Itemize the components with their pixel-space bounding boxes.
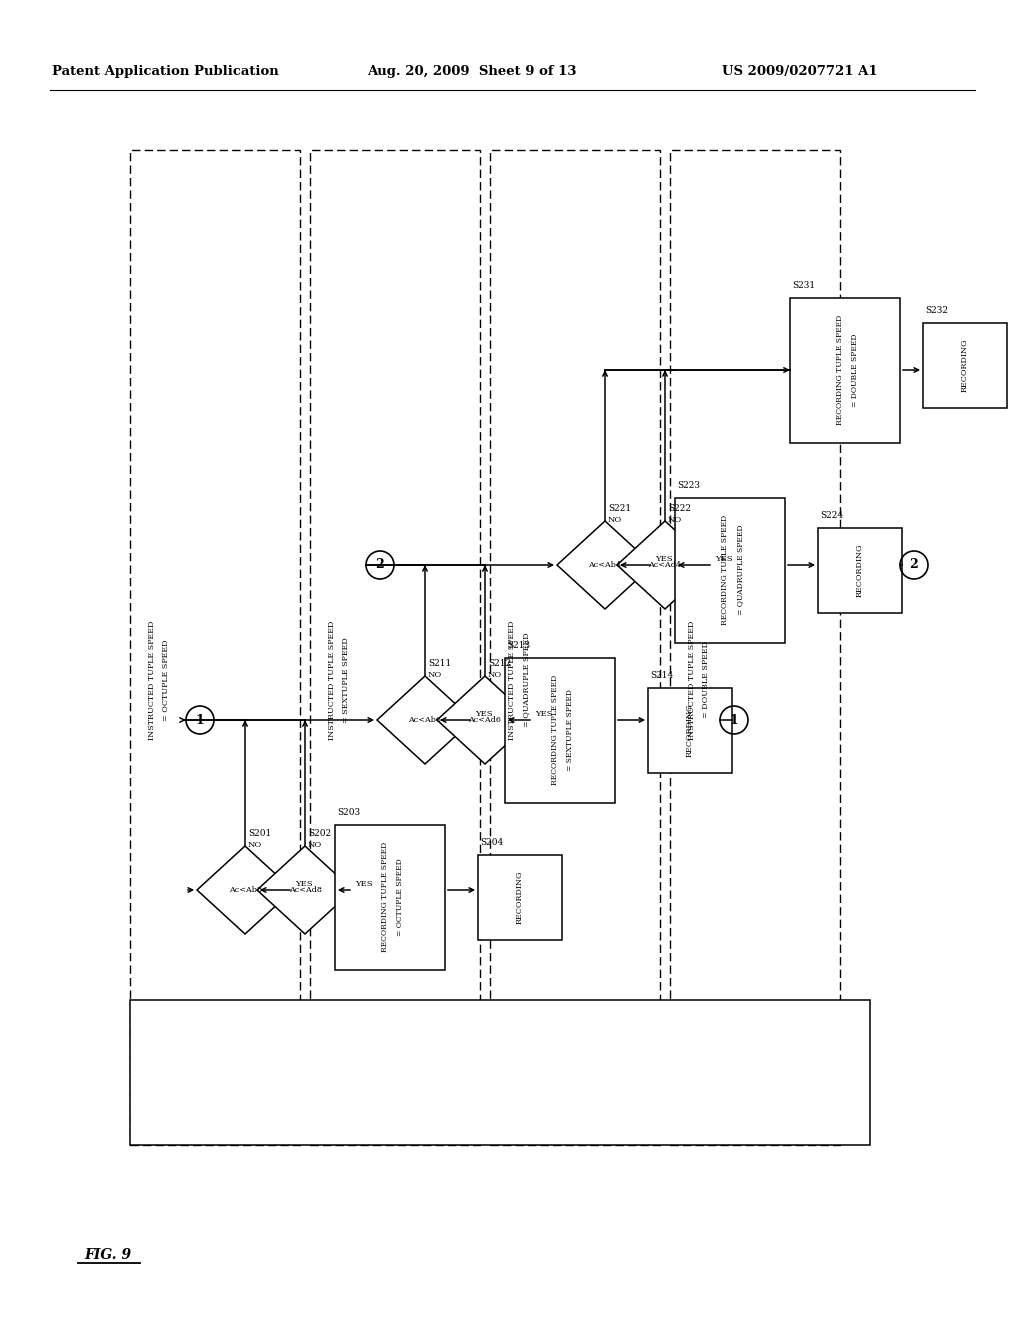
Text: = OCTUPLE SPEED: = OCTUPLE SPEED — [396, 858, 404, 936]
Text: S223: S223 — [677, 480, 700, 490]
Text: YES: YES — [295, 880, 312, 888]
Text: S212: S212 — [488, 659, 511, 668]
Text: RECORDING: RECORDING — [856, 544, 864, 597]
Text: INSTRUCTED TUPLE SPEED: INSTRUCTED TUPLE SPEED — [328, 620, 336, 739]
Text: Patent Application Publication: Patent Application Publication — [51, 66, 279, 78]
Text: RECORDING TUPLE SPEED: RECORDING TUPLE SPEED — [551, 675, 559, 785]
Text: = OCTUPLE SPEED: = OCTUPLE SPEED — [162, 639, 170, 721]
Text: S201: S201 — [248, 829, 271, 838]
Text: = QUADRUPLE SPEED: = QUADRUPLE SPEED — [736, 525, 744, 615]
Polygon shape — [617, 521, 713, 609]
Bar — [335, 825, 445, 970]
Polygon shape — [437, 676, 534, 764]
Polygon shape — [557, 521, 653, 609]
Text: S232: S232 — [925, 306, 948, 315]
Text: RECORDING TUPLE SPEED: RECORDING TUPLE SPEED — [721, 515, 729, 626]
Text: YES: YES — [655, 554, 673, 564]
Bar — [648, 688, 732, 774]
Polygon shape — [197, 846, 293, 935]
Text: S224: S224 — [820, 511, 843, 520]
Text: RECORDING: RECORDING — [961, 338, 969, 392]
Text: FIG. 9: FIG. 9 — [84, 1247, 131, 1262]
Bar — [818, 528, 902, 612]
Text: INSTRUCTED TUPLE SPEED: INSTRUCTED TUPLE SPEED — [508, 620, 516, 739]
Text: 2: 2 — [376, 558, 384, 572]
Text: 2: 2 — [909, 558, 919, 572]
Text: INSTRUCTED TUPLE SPEED: INSTRUCTED TUPLE SPEED — [688, 620, 696, 739]
Polygon shape — [377, 676, 473, 764]
Bar — [490, 150, 660, 1144]
Text: RECORDING TUPLE SPEED: RECORDING TUPLE SPEED — [836, 315, 844, 425]
Bar — [923, 323, 1007, 408]
Text: YES: YES — [535, 710, 553, 718]
Bar — [478, 855, 562, 940]
Bar — [130, 1001, 870, 1144]
Text: Ac<Ad8: Ac<Ad8 — [289, 886, 322, 894]
Text: = DOUBLE SPEED: = DOUBLE SPEED — [851, 333, 859, 407]
Text: 1: 1 — [196, 714, 205, 726]
Text: S203: S203 — [337, 808, 360, 817]
Text: = SEXTUPLE SPEED: = SEXTUPLE SPEED — [342, 638, 350, 723]
Text: YES: YES — [475, 710, 493, 718]
Text: S202: S202 — [308, 829, 331, 838]
Text: Ac<Ad6: Ac<Ad6 — [469, 715, 502, 723]
Text: S221: S221 — [608, 504, 631, 513]
Bar — [130, 150, 300, 1144]
Bar — [790, 298, 900, 444]
Bar — [670, 150, 840, 1144]
Text: NO: NO — [428, 671, 442, 678]
Text: Ac<Ab8: Ac<Ab8 — [228, 886, 261, 894]
Polygon shape — [257, 846, 353, 935]
Text: S231: S231 — [792, 281, 815, 290]
Text: NO: NO — [488, 671, 502, 678]
Text: YES: YES — [355, 880, 373, 888]
Text: Ac<Ab6: Ac<Ab6 — [409, 715, 441, 723]
Text: S222: S222 — [668, 504, 691, 513]
Text: YES: YES — [715, 554, 732, 564]
Text: RECORDING TUPLE SPEED: RECORDING TUPLE SPEED — [381, 842, 389, 952]
Text: INSTRUCTED TUPLE SPEED: INSTRUCTED TUPLE SPEED — [148, 620, 156, 739]
Text: S211: S211 — [428, 659, 452, 668]
Text: S213: S213 — [507, 642, 530, 649]
Text: 1: 1 — [730, 714, 738, 726]
Text: RECORDING: RECORDING — [516, 870, 524, 924]
Bar — [675, 498, 785, 643]
Text: = SEXTUPLE SPEED: = SEXTUPLE SPEED — [566, 689, 574, 771]
Text: NO: NO — [608, 516, 623, 524]
Bar — [505, 657, 615, 803]
Text: NO: NO — [308, 841, 323, 849]
Text: S214: S214 — [650, 671, 673, 680]
Text: S204: S204 — [480, 838, 503, 847]
Text: Aug. 20, 2009  Sheet 9 of 13: Aug. 20, 2009 Sheet 9 of 13 — [368, 66, 577, 78]
Text: RECORDING: RECORDING — [686, 704, 694, 756]
Text: = QUADRUPLE SPEED: = QUADRUPLE SPEED — [522, 632, 530, 727]
Text: NO: NO — [668, 516, 682, 524]
Text: = DOUBLE SPEED: = DOUBLE SPEED — [702, 642, 710, 718]
Text: NO: NO — [248, 841, 262, 849]
Text: Ac<Ab4: Ac<Ab4 — [589, 561, 622, 569]
Bar — [310, 150, 480, 1144]
Text: Ac<Ad4: Ac<Ad4 — [648, 561, 682, 569]
Text: US 2009/0207721 A1: US 2009/0207721 A1 — [722, 66, 878, 78]
